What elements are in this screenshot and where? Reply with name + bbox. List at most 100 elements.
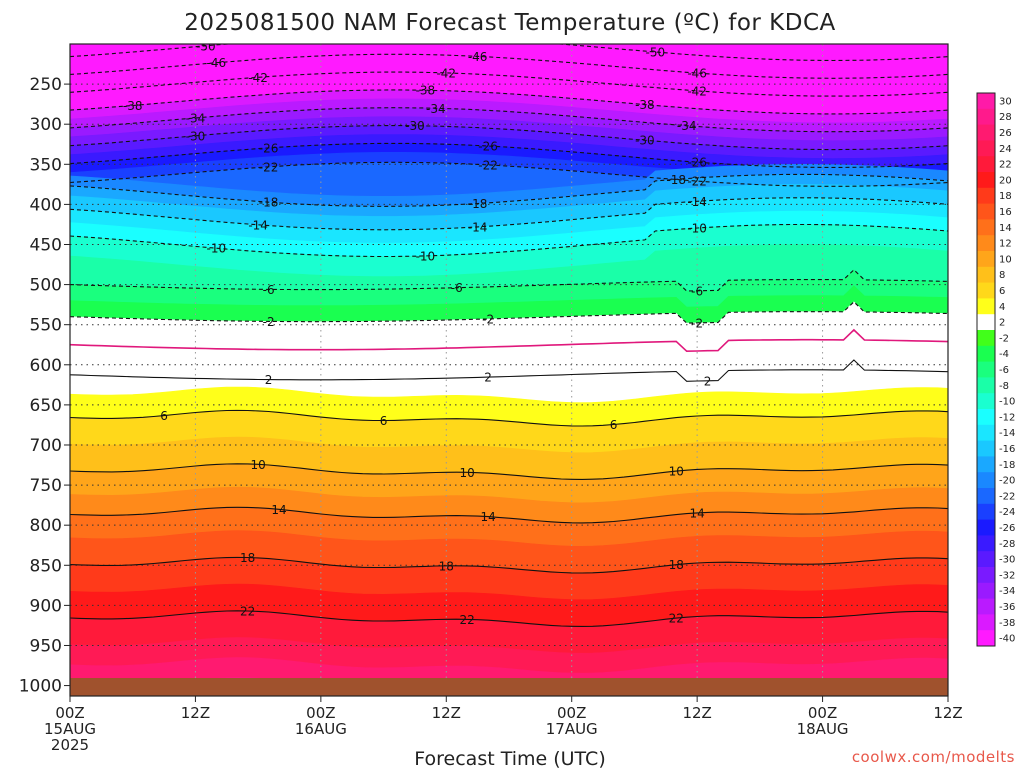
isotherm-line — [70, 463, 948, 480]
colorbar-label: -32 — [999, 570, 1015, 581]
plot-frame — [69, 43, 949, 697]
colorbar-cell — [977, 598, 995, 615]
contour-label: 2 — [265, 373, 273, 387]
contour-label: -26 — [478, 140, 498, 154]
y-tick-label: 550 — [30, 316, 62, 336]
colorbar-label: -36 — [999, 602, 1015, 613]
isotherm-contours — [70, 44, 948, 627]
colorbar-cell — [977, 187, 995, 205]
contour-label: -50 — [196, 39, 216, 53]
colorbar-label: 30 — [999, 96, 1012, 107]
contour-label: -50 — [646, 45, 666, 59]
colorbar-cell — [977, 614, 995, 631]
contour-label: -38 — [416, 84, 436, 98]
colorbar-cell — [977, 203, 995, 220]
contour-label: -10 — [416, 249, 436, 263]
contour-label: 14 — [271, 503, 286, 517]
isotherm-line — [70, 223, 948, 258]
colorbar-label: 22 — [999, 160, 1012, 171]
y-tick-label: 450 — [30, 235, 62, 255]
contour-label: -18 — [666, 173, 686, 187]
x-tick-label: 00Z — [808, 704, 837, 722]
colorbar-cell — [977, 488, 995, 505]
colorbar-label: 8 — [999, 270, 1005, 281]
y-tick-label: 750 — [30, 476, 62, 496]
colorbar-cell — [977, 630, 995, 647]
colorbar-label: 4 — [999, 302, 1005, 313]
colorbar-label: 26 — [999, 128, 1012, 139]
contour-label: 22 — [460, 613, 475, 627]
colorbar-label: 14 — [999, 223, 1012, 234]
x-tick-label: 2025 — [51, 736, 89, 754]
y-tick-label: 650 — [30, 396, 62, 416]
y-tick-label: 1000 — [19, 677, 62, 697]
contour-label: -38 — [635, 98, 655, 112]
colorbar-frame — [976, 92, 996, 647]
isotherm-line — [70, 173, 948, 207]
contour-label: -46 — [468, 50, 488, 64]
colorbar-cell — [977, 235, 995, 252]
contour-label: -10 — [687, 222, 707, 236]
colorbar-legend: 30 28 26 24 22 20 18 16 14 12 10 8 6 4 2 -2 -4 -6 -8 -10 -12… — [976, 92, 1015, 647]
isotherm-line — [70, 409, 948, 427]
colorbar-label: -24 — [999, 507, 1015, 518]
colorbar-label: -18 — [999, 460, 1015, 471]
colorbar-label: 10 — [999, 254, 1012, 265]
colorbar-cell — [977, 503, 995, 521]
contour-label: -14 — [248, 218, 268, 232]
colorbar-cell — [977, 551, 995, 568]
colorbar-cell — [977, 424, 995, 442]
contour-label: 10 — [251, 458, 266, 472]
y-tick-label: 850 — [30, 556, 62, 576]
contour-label: 22 — [240, 604, 255, 618]
colorbar-label: -40 — [999, 634, 1015, 645]
contour-label: -26 — [687, 156, 707, 170]
x-tick-label: 12Z — [933, 704, 962, 722]
colorbar-cell — [977, 330, 995, 347]
contour-label: 18 — [669, 558, 684, 572]
isotherm-line — [70, 556, 948, 574]
colorbar-label: 28 — [999, 112, 1012, 123]
contour-label: -42 — [436, 66, 456, 80]
y-tick-label: 350 — [30, 155, 62, 175]
colorbar-label: -38 — [999, 618, 1015, 629]
contour-label: -22 — [259, 160, 279, 174]
colorbar-cell — [977, 298, 995, 315]
isotherm-line — [70, 197, 948, 231]
contour-label: -42 — [248, 71, 268, 85]
contour-label: -30 — [186, 129, 206, 143]
colorbar-cell — [977, 393, 995, 410]
colorbar-label: -26 — [999, 523, 1015, 534]
x-tick-label: 00Z — [306, 704, 335, 722]
colorbar-cell — [977, 93, 995, 110]
x-tick-label: 12Z — [181, 704, 210, 722]
contour-label: 18 — [439, 559, 454, 573]
contour-label: 6 — [610, 418, 618, 432]
colorbar-cell — [977, 251, 995, 268]
x-tick-label: 16AUG — [295, 720, 347, 738]
colorbar-label: -6 — [999, 365, 1009, 376]
colorbar-label: -34 — [999, 586, 1015, 597]
contour-label: -30 — [405, 119, 425, 133]
contour-label: -42 — [687, 84, 707, 98]
y-tick-label: 700 — [30, 436, 62, 456]
colorbar-label: 18 — [999, 191, 1012, 202]
contour-label: -30 — [635, 134, 655, 148]
colorbar-cell — [977, 361, 995, 378]
isotherm-line — [70, 610, 948, 627]
contour-labels: -50-50-50-46 -46-46-42 -42-42-38-38-38-34-… — [123, 39, 712, 627]
ground-surface — [70, 678, 948, 696]
colorbar-cell — [977, 345, 995, 363]
colorbar-cell — [977, 124, 995, 141]
colorbar-label: -12 — [999, 412, 1015, 423]
contour-label: -2 — [482, 312, 494, 326]
y-tick-label: 300 — [30, 115, 62, 135]
x-tick-label: 15AUG — [44, 720, 96, 738]
credit-text[interactable]: coolwx.com/modelts — [852, 748, 1015, 766]
colorbar-cell — [977, 519, 995, 536]
contour-label: 2 — [704, 374, 712, 388]
colorbar-cell — [977, 266, 995, 284]
colorbar-cell — [977, 282, 995, 299]
contour-label: -38 — [123, 99, 143, 113]
